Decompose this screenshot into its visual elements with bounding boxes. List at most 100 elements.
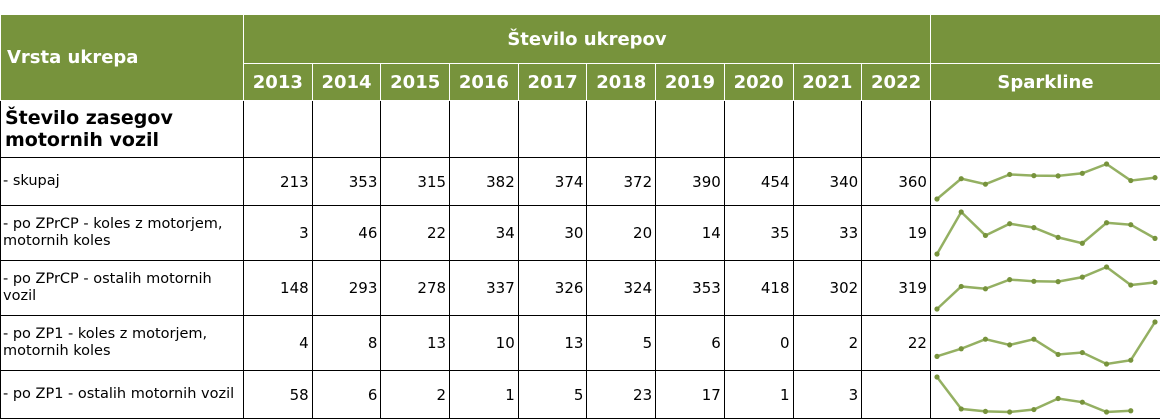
sparkline-point [959, 176, 964, 181]
sparkline-point [934, 354, 939, 359]
value-cell: 390 [656, 158, 725, 206]
header-group: Število ukrepov [244, 15, 931, 64]
sparkline-point [1031, 407, 1036, 412]
sparkline-line [937, 164, 1155, 199]
sparkline [931, 316, 1160, 370]
data-row: - po ZP1 - koles z motorjem, motornih ko… [1, 316, 1160, 371]
value-cell: 353 [656, 261, 725, 316]
value-cell: 58 [244, 371, 313, 419]
sparkline-point [1152, 280, 1157, 285]
sparkline-point [1080, 400, 1085, 405]
sparkline-point [1007, 221, 1012, 226]
sparkline [931, 206, 1160, 260]
sparkline-point [934, 251, 939, 256]
sparkline-cell [930, 371, 1160, 419]
value-cell: 20 [587, 206, 656, 261]
sparkline-point [934, 306, 939, 311]
value-cell: 340 [793, 158, 862, 206]
value-cell: 4 [244, 316, 313, 371]
sparkline-point [1007, 342, 1012, 347]
value-cell [862, 371, 931, 419]
year-header: 2020 [724, 64, 793, 101]
year-header: 2013 [244, 64, 313, 101]
value-cell: 278 [381, 261, 450, 316]
value-cell: 6 [656, 316, 725, 371]
sparkline-point [1128, 222, 1133, 227]
row-label: - po ZPrCP - koles z motorjem, motornih … [1, 206, 244, 261]
section-row: Število zasegov motornih vozil [1, 101, 1160, 158]
sparkline-point [959, 406, 964, 411]
empty-cell [930, 101, 1160, 158]
value-cell: 454 [724, 158, 793, 206]
value-cell: 213 [244, 158, 313, 206]
header-title: Vrsta ukrepa [1, 15, 244, 101]
value-cell: 10 [450, 316, 519, 371]
value-cell: 360 [862, 158, 931, 206]
value-cell: 17 [656, 371, 725, 419]
sparkline-point [1007, 277, 1012, 282]
value-cell: 22 [862, 316, 931, 371]
sparkline-point [959, 284, 964, 289]
value-cell: 13 [381, 316, 450, 371]
year-header: 2021 [793, 64, 862, 101]
sparkline-point [1055, 396, 1060, 401]
sparkline-line [937, 212, 1155, 254]
value-cell: 148 [244, 261, 313, 316]
value-cell: 14 [656, 206, 725, 261]
value-cell: 324 [587, 261, 656, 316]
data-row: - po ZPrCP - koles z motorjem, motornih … [1, 206, 1160, 261]
sparkline-cell [930, 206, 1160, 261]
header-blank [930, 15, 1160, 64]
value-cell: 302 [793, 261, 862, 316]
sparkline-point [1104, 220, 1109, 225]
value-cell: 374 [518, 158, 587, 206]
value-cell: 353 [312, 158, 381, 206]
value-cell: 30 [518, 206, 587, 261]
year-header: 2016 [450, 64, 519, 101]
value-cell: 3 [244, 206, 313, 261]
empty-cell [244, 101, 313, 158]
sparkline-point [983, 337, 988, 342]
sparkline-point [1080, 350, 1085, 355]
sparkline-point [1031, 225, 1036, 230]
sparkline-point [1031, 337, 1036, 342]
sparkline-point [1007, 172, 1012, 177]
sparkline-point [1080, 275, 1085, 280]
row-label: - po ZP1 - koles z motorjem, motornih ko… [1, 316, 244, 371]
value-cell: 8 [312, 316, 381, 371]
value-cell: 46 [312, 206, 381, 261]
empty-cell [312, 101, 381, 158]
sparkline-point [1080, 241, 1085, 246]
value-cell: 34 [450, 206, 519, 261]
sparkline-cell [930, 261, 1160, 316]
value-cell: 1 [450, 371, 519, 419]
empty-cell [587, 101, 656, 158]
sparkline-line [937, 322, 1155, 364]
value-cell: 418 [724, 261, 793, 316]
sparkline-point [1104, 409, 1109, 414]
value-cell: 3 [793, 371, 862, 419]
year-header: 2018 [587, 64, 656, 101]
sparkline-cell [930, 158, 1160, 206]
value-cell: 35 [724, 206, 793, 261]
sparkline-point [1055, 352, 1060, 357]
sparkline-point [1055, 279, 1060, 284]
sparkline-point [983, 409, 988, 414]
row-label: - po ZPrCP - ostalih motornih vozil [1, 261, 244, 316]
sparkline-point [934, 196, 939, 201]
sparkline-point [1152, 236, 1157, 241]
sparkline [931, 158, 1160, 205]
sparkline-point [959, 346, 964, 351]
sparkline-point [1055, 235, 1060, 240]
row-label: - skupaj [1, 158, 244, 206]
value-cell: 372 [587, 158, 656, 206]
sparkline-line [937, 267, 1155, 309]
value-cell: 13 [518, 316, 587, 371]
